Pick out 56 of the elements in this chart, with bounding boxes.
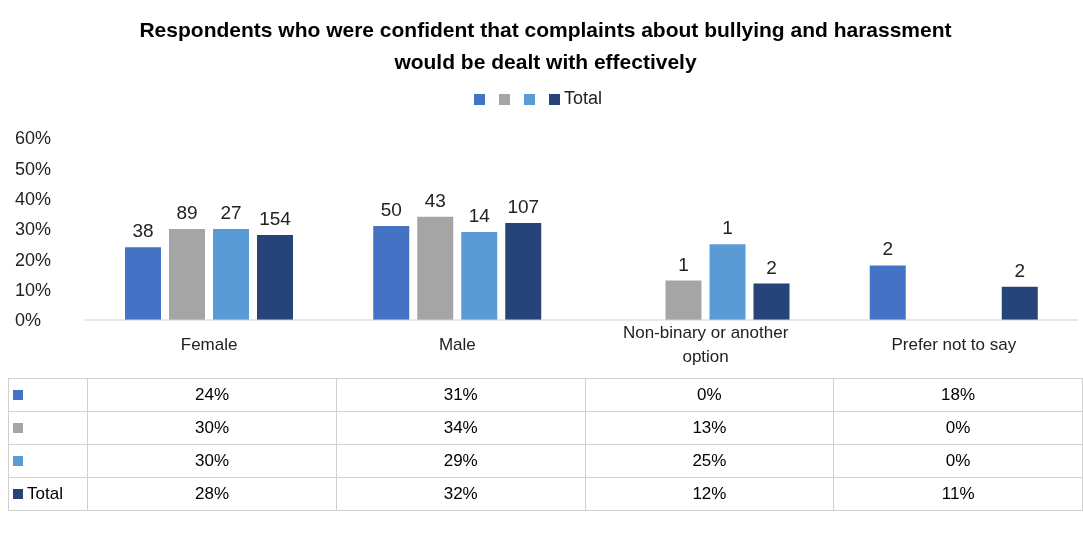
bar	[505, 222, 542, 320]
annotation: 2	[1014, 259, 1026, 281]
data-label: 13%	[585, 411, 834, 445]
data-label: 31%	[336, 378, 586, 412]
annotation: 154	[259, 208, 292, 230]
annotation: 2	[882, 238, 894, 260]
x-tick-label: Male	[438, 335, 476, 354]
annotation: 2	[766, 256, 777, 278]
y-tick-label: 20%	[15, 249, 52, 270]
chart-title: Respondents who were confident that complaints about bullying and harassment would be dealt with effectively	[138, 17, 953, 75]
data-label: 29%	[336, 444, 586, 478]
bar	[417, 216, 454, 320]
annotation: 14	[468, 205, 491, 227]
data-label: 0%	[833, 444, 1083, 478]
bar	[461, 232, 498, 320]
y-tick-label: 50%	[15, 158, 52, 179]
data-label: 0%	[585, 378, 834, 412]
data-label: 32%	[336, 477, 586, 511]
bar	[1001, 286, 1038, 320]
bar	[753, 283, 790, 320]
data-label: 18%	[833, 378, 1083, 412]
annotation: 107	[507, 195, 540, 217]
y-tick-label: 0%	[15, 310, 42, 331]
data-label: 12%	[585, 477, 834, 511]
data-label: 34%	[336, 411, 586, 445]
annotation: 38	[132, 220, 154, 242]
x-tick-label: Prefer not to say	[891, 335, 1017, 354]
annotation: 89	[176, 202, 198, 223]
annotation: 1	[722, 217, 733, 239]
annotation: 1	[678, 253, 689, 275]
data-label: 25%	[585, 444, 834, 478]
bar	[373, 225, 410, 320]
annotation: 50	[380, 198, 402, 220]
y-tick-label: 60%	[15, 128, 52, 149]
annotation: 43	[424, 189, 446, 211]
data-label: 30%	[87, 411, 337, 445]
bar	[169, 229, 205, 320]
y-tick-label: 40%	[15, 189, 52, 210]
bar	[709, 244, 746, 320]
bar	[257, 235, 293, 320]
data-label: 28%	[87, 477, 337, 511]
bar	[665, 280, 702, 320]
y-tick-label: 10%	[15, 280, 52, 301]
x-tick-label: Non-binary or another option	[622, 323, 789, 366]
annotation: 27	[220, 202, 242, 223]
x-tick-label: Female	[180, 335, 238, 354]
bar	[213, 229, 249, 320]
bar	[125, 247, 161, 320]
text: Total	[27, 484, 63, 503]
data-label: 24%	[87, 378, 337, 412]
bar	[869, 265, 906, 320]
y-tick-label: 30%	[15, 219, 52, 240]
data-label: 30%	[87, 444, 337, 478]
legend-label: Total	[563, 88, 603, 108]
data-label: 0%	[833, 411, 1083, 445]
data-label: 11%	[833, 477, 1083, 511]
